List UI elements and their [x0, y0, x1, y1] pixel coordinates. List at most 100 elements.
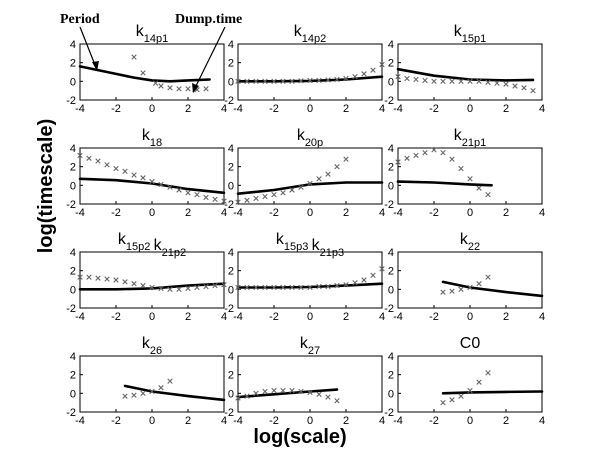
y-tick-label: -2 [384, 95, 394, 107]
data-point-marker [262, 388, 268, 395]
y-tick-label: 4 [70, 247, 76, 259]
panel-title-subscript: 15p2 [126, 241, 150, 253]
panel-title: k26 [142, 335, 162, 357]
data-point-marker [122, 279, 128, 285]
x-tick-label: 4 [539, 415, 545, 427]
y-tick-label: 0 [228, 388, 234, 400]
x-tick-label: 0 [307, 207, 313, 219]
data-point-marker [271, 191, 277, 198]
data-point-marker [262, 284, 268, 291]
y-tick-label: -2 [66, 95, 76, 107]
data-point-marker [262, 78, 268, 85]
panel-title-main: k [460, 231, 469, 248]
data-point-marker [86, 274, 92, 280]
y-tick-label: -2 [224, 407, 234, 419]
x-tick-label: -4 [233, 207, 243, 219]
x-tick-label: 0 [307, 415, 313, 427]
annotation-period: Period [60, 12, 100, 27]
data-point-marker [467, 284, 473, 291]
panel-title-main: k [454, 127, 463, 144]
panel-title-main: k [276, 231, 285, 248]
data-point-marker [343, 156, 349, 162]
y-tick-label: 0 [70, 180, 76, 192]
data-point-marker [167, 184, 173, 190]
annotation-dump-time-arrowhead [192, 83, 199, 93]
y-tick-label: -2 [66, 407, 76, 419]
data-point-marker [316, 77, 322, 84]
x-tick-label: -4 [75, 311, 85, 323]
y-tick-label: -2 [224, 95, 234, 107]
y-tick-label: 2 [228, 370, 234, 382]
data-point-marker [334, 398, 340, 404]
data-point-marker [458, 165, 464, 172]
panel-frame [237, 251, 383, 309]
data-point-marker [244, 393, 250, 399]
panel-frame [237, 147, 383, 205]
panel-frame [397, 251, 543, 309]
x-tick-label: -4 [393, 103, 403, 115]
data-point-marker [307, 284, 313, 291]
data-point-marker [271, 387, 277, 394]
data-point-marker [221, 198, 227, 204]
y-tick-label: 2 [70, 266, 76, 278]
x-tick-label: -4 [233, 415, 243, 427]
x-tick-label: 4 [221, 415, 227, 427]
data-point-marker [280, 284, 286, 291]
data-point-marker [271, 78, 277, 85]
data-point-marker [485, 370, 491, 376]
panel-title-subscript: 21p3 [320, 247, 344, 259]
x-tick-label: -4 [393, 415, 403, 427]
data-point-marker [298, 184, 304, 190]
y-tick-label: 0 [70, 76, 76, 88]
data-point-marker [212, 282, 218, 289]
data-point-marker [167, 378, 173, 384]
y-tick-label: 2 [70, 162, 76, 174]
data-point-marker [325, 394, 331, 400]
data-point-marker [122, 168, 128, 175]
data-point-marker [140, 282, 146, 289]
y-tick-label: -2 [384, 303, 394, 315]
x-tick-label: 4 [539, 311, 545, 323]
data-point-marker [176, 286, 182, 293]
y-tick-label: 4 [228, 247, 234, 259]
data-point-marker [379, 61, 385, 68]
x-tick-label: 4 [379, 311, 385, 323]
data-point-marker [325, 171, 331, 177]
data-point-marker [235, 284, 241, 291]
y-tick-label: 4 [228, 143, 234, 155]
panel-title-main: k [118, 231, 127, 248]
panel-title-subscript: 26 [150, 345, 162, 357]
x-tick-label: -4 [393, 207, 403, 219]
y-tick-label: 0 [228, 76, 234, 88]
panel-title-main: k [154, 237, 163, 254]
y-tick-label: 0 [70, 388, 76, 400]
panel-title-subscript: 15p3 [284, 241, 308, 253]
y-tick-label: 2 [388, 370, 394, 382]
data-point-marker [185, 285, 191, 292]
data-point-marker [476, 185, 482, 191]
panel-title-main: k [297, 127, 306, 144]
y-tick-label: 4 [388, 39, 394, 51]
panel-frame [397, 147, 543, 205]
data-point-marker [449, 156, 455, 162]
data-point-marker [167, 286, 173, 293]
panel-title: k15p2 k21p2 [118, 231, 186, 259]
x-tick-label: 4 [221, 207, 227, 219]
data-point-marker [77, 152, 83, 159]
data-point-marker [352, 73, 358, 80]
data-point-marker [530, 87, 536, 94]
data-point-marker [140, 70, 146, 76]
data-point-marker [298, 388, 304, 395]
x-tick-label: 4 [379, 103, 385, 115]
x-tick-label: 2 [503, 311, 509, 323]
data-point-marker [95, 158, 101, 164]
y-tick-label: 2 [388, 162, 394, 174]
panel-title: k20p [297, 127, 323, 149]
x-tick-label: 0 [467, 415, 473, 427]
data-point-marker [289, 187, 295, 193]
x-tick-label: -2 [111, 207, 121, 219]
